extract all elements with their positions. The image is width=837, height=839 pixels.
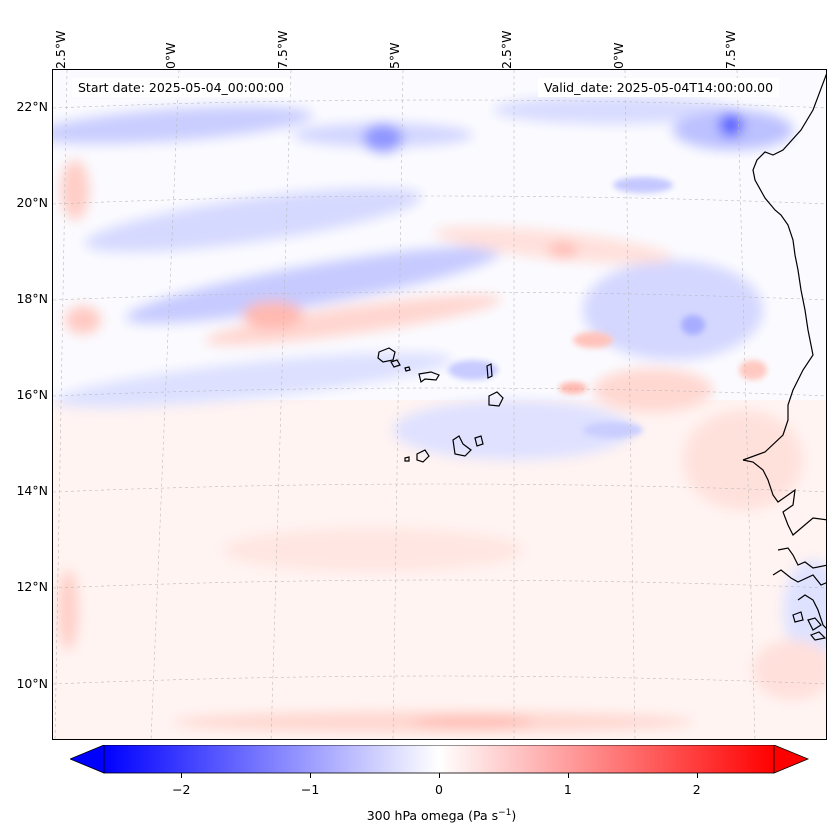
parallel [53, 579, 826, 589]
negative-core [613, 177, 673, 193]
brava-island [404, 456, 410, 462]
colorbar-tick-label: −2 [172, 782, 191, 797]
negative-core [681, 315, 705, 335]
guinea-bissau-coast [772, 569, 826, 586]
positive-core [559, 382, 587, 394]
meridian [54, 70, 68, 739]
positive-core [573, 332, 613, 348]
positive-band [223, 528, 523, 572]
santo-antao-island [377, 347, 396, 363]
colorbar-title-end: ) [511, 808, 517, 824]
santiago-island [452, 435, 472, 457]
colorbar-title-text: 300 hPa omega (Pa s [366, 808, 499, 824]
bijagos-island [807, 617, 822, 631]
lat-label-10n: 10°N [16, 676, 48, 691]
meridian [270, 70, 292, 739]
parallel [53, 675, 826, 685]
colorbar-max-extend [773, 745, 810, 774]
negative-band [84, 187, 422, 253]
colorbar-tick-label: 2 [692, 782, 701, 797]
sao-vicente-island [390, 359, 401, 368]
meridian [392, 70, 404, 739]
lat-label-18n: 18°N [16, 291, 48, 306]
colorbar-tick-mark [439, 773, 440, 778]
colorbar [70, 745, 810, 774]
omega-small-features [448, 177, 767, 438]
positive-band [753, 640, 826, 700]
parallel [53, 387, 826, 397]
colorbar-gradient [103, 745, 775, 774]
colorbar-tick-mark [567, 773, 569, 778]
sal-island [486, 363, 493, 379]
colorbar-title: 300 hPa omega (Pa s−1) [0, 808, 837, 823]
positive-band [204, 294, 502, 346]
lat-label-16n: 16°N [16, 387, 48, 402]
start-date-label: Start date: 2025-05-04_00:00:00 [72, 78, 290, 97]
guinea-coast [797, 594, 826, 629]
lat-label-14n: 14°N [16, 483, 48, 498]
positive-core [61, 160, 89, 220]
positive-core [413, 716, 533, 728]
negative-band [54, 352, 452, 408]
omega-field-map [53, 70, 826, 739]
positive-core [548, 242, 578, 258]
negative-core [719, 113, 743, 137]
lat-label-22n: 22°N [16, 99, 48, 114]
graticule [53, 70, 826, 739]
positive-core [739, 360, 767, 380]
coastlines [377, 73, 826, 641]
fogo-island [416, 449, 430, 463]
negative-band [53, 106, 313, 144]
boa-vista-island [488, 391, 504, 407]
positive-core [65, 306, 101, 334]
gambia-coast [777, 547, 826, 569]
santa-luzia-island [404, 366, 411, 372]
meridian [736, 70, 756, 739]
positive-core [243, 301, 303, 329]
colorbar-tick-mark [310, 773, 312, 778]
parallel [53, 483, 826, 493]
colorbar-tick-label: 0 [435, 782, 443, 797]
positive-band [593, 368, 713, 412]
bijagos-island [792, 611, 804, 623]
colorbar-tick-mark [696, 773, 698, 778]
negative-core [583, 422, 643, 438]
colorbar-min-extend [70, 745, 105, 774]
negative-band [393, 400, 633, 460]
negative-band [783, 560, 826, 660]
lat-label-12n: 12°N [16, 579, 48, 594]
colorbar-title-exponent: −1 [498, 808, 512, 818]
colorbar-tick-label: −1 [300, 782, 320, 797]
negative-band [125, 246, 501, 324]
colorbar-tick-mark [181, 773, 183, 778]
valid-date-label: Valid_date: 2025-05-04T14:00:00.00 [538, 78, 780, 97]
parallel [53, 195, 826, 205]
parallel [53, 291, 826, 301]
map-panel [52, 69, 827, 740]
lat-label-20n: 20°N [16, 195, 48, 210]
senegal-coast [742, 459, 826, 536]
positive-band [58, 570, 78, 650]
bijagos-island [810, 631, 826, 641]
meridian [624, 70, 636, 739]
meridian [150, 70, 180, 739]
negative-core [363, 124, 403, 152]
maio-island [474, 435, 484, 447]
negative-core [448, 360, 498, 380]
colorbar-tick-label: 1 [563, 782, 572, 797]
sao-nicolau-island [418, 371, 440, 384]
parallel [53, 99, 826, 109]
african-coast-north [742, 73, 826, 461]
negative-band [583, 260, 763, 360]
